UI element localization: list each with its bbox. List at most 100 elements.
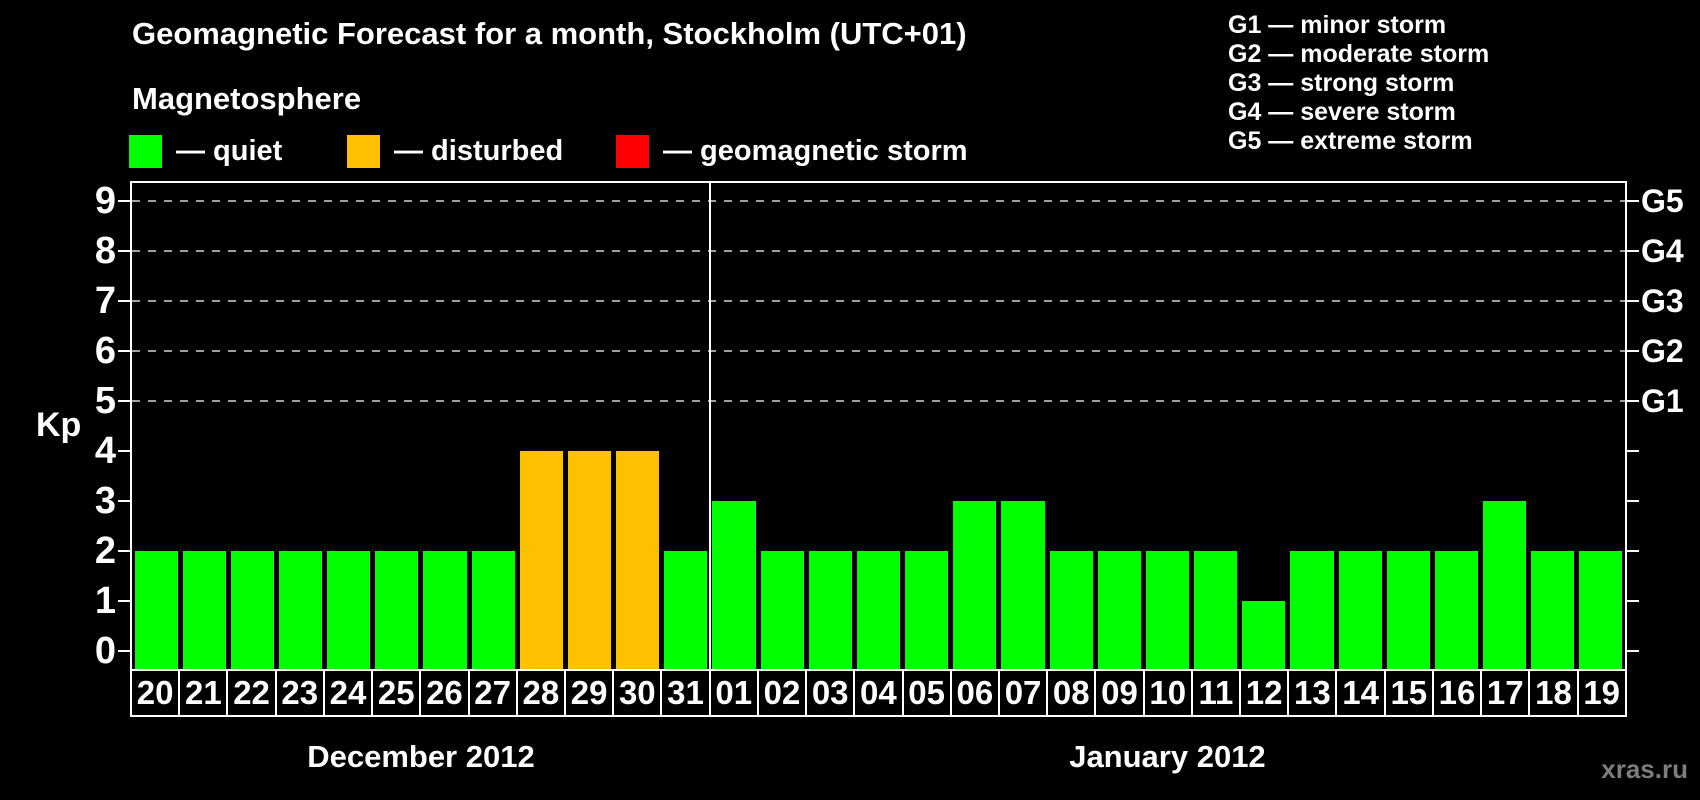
date-label-january-17: 17 [1482,671,1531,715]
date-label-january-07: 07 [1000,671,1049,715]
date-label-december-27: 27 [470,671,518,715]
bar-january-12 [1242,601,1286,669]
gridline-kp6 [132,350,1625,352]
storm-scale-line-2: G2 — moderate storm [1228,40,1490,68]
bar-december-31 [664,551,708,669]
legend-label: — disturbed [394,135,564,167]
month-label-january: January 2012 [1069,739,1266,774]
bar-december-27 [471,551,515,669]
date-label-january-06: 06 [952,671,1000,715]
plot-border-top [130,181,1627,183]
bar-december-26 [423,551,467,669]
y-tick-label-8: 8 [94,230,116,272]
y-tick-label-3: 3 [94,480,116,522]
y-tick-right [1627,600,1639,602]
storm-scale-legend: G1 — minor storm G2 — moderate storm G3 — … [1228,11,1489,156]
gridline-kp8 [132,250,1625,252]
date-label-december-24: 24 [325,671,374,715]
bar-january-16 [1434,551,1478,669]
date-label-january-13: 13 [1289,671,1338,715]
gridline-kp7 [132,300,1625,302]
storm-scale-line-4: G4 — severe storm [1228,98,1456,126]
date-label-january-02: 02 [759,671,808,715]
y-tick-label-4: 4 [94,430,116,472]
y-tick-label-6: 6 [94,330,116,372]
date-label-december-29: 29 [566,671,615,715]
gridline-kp5 [132,400,1625,402]
y-tick-right [1627,300,1639,302]
bar-january-15 [1386,551,1430,669]
right-axis-label-g3: G3 [1641,283,1684,319]
date-label-january-15: 15 [1386,671,1434,715]
y-tick-left [118,550,130,552]
bar-january-05 [905,551,949,669]
date-axis: 20 21 22 23 24 25 26 27 28 29 30 31 01 02 03 04 05 06 07 08… [130,669,1627,717]
date-label-january-01: 01 [711,671,759,715]
date-label-january-16: 16 [1434,671,1483,715]
storm-swatch-icon [616,135,649,168]
legend-item-quiet: — quiet [129,135,282,168]
y-tick-right [1627,250,1639,252]
y-tick-right [1627,650,1639,652]
storm-scale-line-3: G3 — strong storm [1228,69,1455,97]
y-tick-right [1627,350,1639,352]
date-label-january-03: 03 [807,671,856,715]
y-axis-title: Kp [36,406,82,444]
y-tick-right [1627,500,1639,502]
date-label-december-30: 30 [614,671,663,715]
date-label-january-10: 10 [1145,671,1193,715]
bar-january-13 [1290,551,1334,669]
bar-january-06 [953,501,997,669]
gridline-kp9 [132,200,1625,202]
date-label-december-26: 26 [421,671,470,715]
right-axis-label-g5: G5 [1641,183,1684,219]
storm-scale-line-5: G5 — extreme storm [1228,127,1473,155]
bar-january-10 [1145,551,1190,669]
legend-item-storm: — geomagnetic storm [616,135,968,168]
bar-december-21 [182,551,226,669]
date-label-january-05: 05 [904,671,952,715]
legend-item-disturbed: — disturbed [347,135,563,168]
bar-january-02 [760,551,804,669]
date-label-december-22: 22 [228,671,277,715]
quiet-swatch-icon [129,135,162,168]
disturbed-swatch-icon [347,135,380,168]
bar-december-23 [278,551,323,669]
y-tick-left [118,250,130,252]
right-axis-label-g1: G1 [1641,383,1684,419]
bar-december-20 [134,551,178,669]
right-axis-label-g2: G2 [1641,333,1684,369]
bar-january-11 [1194,551,1238,669]
magnetosphere-label: Magnetosphere [132,81,362,116]
legend-label: — geomagnetic storm [663,135,968,167]
bar-december-22 [230,551,274,669]
bar-january-18 [1531,551,1575,669]
bar-december-28 [519,451,563,669]
y-tick-label-0: 0 [94,630,116,672]
date-label-january-18: 18 [1530,671,1579,715]
bar-january-01 [712,501,756,669]
date-label-december-25: 25 [373,671,422,715]
y-tick-left [118,450,130,452]
y-tick-right [1627,400,1639,402]
chart-title: Geomagnetic Forecast for a month, Stockh… [132,16,967,51]
right-axis-label-g4: G4 [1641,233,1684,269]
y-tick-label-1: 1 [94,580,116,622]
date-label-december-31: 31 [662,671,711,715]
plot-border-left [130,181,132,669]
y-tick-label-2: 2 [94,530,116,572]
date-label-december-28: 28 [518,671,566,715]
y-tick-left [118,200,130,202]
month-label-december: December 2012 [307,739,535,774]
date-label-january-14: 14 [1337,671,1386,715]
plot-border-right [1625,181,1627,669]
date-label-january-12: 12 [1241,671,1290,715]
watermark: xras.ru [1601,754,1688,784]
date-label-january-08: 08 [1048,671,1097,715]
y-tick-right [1627,200,1639,202]
date-label-january-09: 09 [1096,671,1145,715]
date-label-january-04: 04 [855,671,904,715]
y-tick-left [118,650,130,652]
bar-december-30 [616,451,660,669]
